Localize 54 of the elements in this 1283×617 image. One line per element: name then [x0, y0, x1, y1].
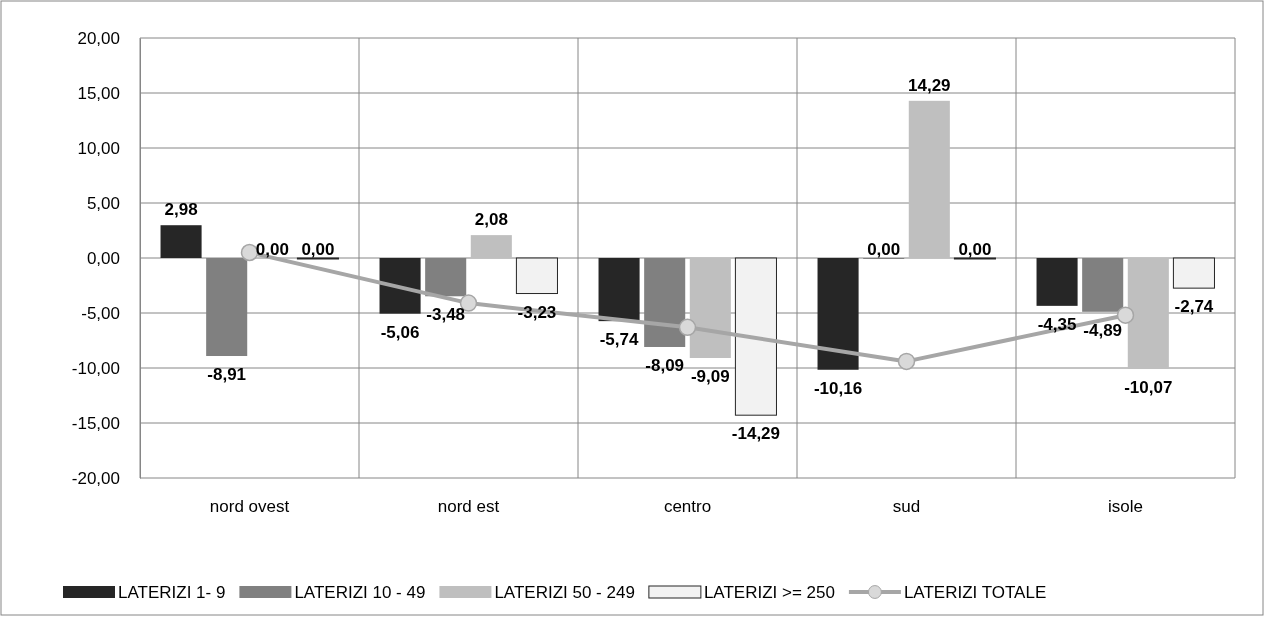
data-label: 2,08: [474, 210, 508, 230]
bar: [515, 257, 558, 295]
y-tick-label: 15,00: [77, 83, 120, 103]
bar: [908, 100, 950, 258]
data-label: -8,91: [207, 365, 247, 385]
bar: [689, 258, 731, 358]
y-tick-label: -10,00: [71, 358, 120, 378]
data-label: -10,16: [813, 378, 863, 398]
bar: [470, 235, 512, 258]
point: [897, 352, 916, 371]
x-tick-label: nord est: [437, 497, 500, 517]
y-tick-label: 20,00: [77, 28, 120, 48]
data-label: -4,35: [1037, 314, 1077, 334]
bar: [1127, 258, 1169, 369]
y-tick-label: 5,00: [86, 193, 120, 213]
data-label: 0,00: [867, 240, 901, 259]
bar: [734, 257, 777, 416]
data-label: -9,09: [690, 366, 730, 386]
data-label: -3,48: [426, 305, 466, 325]
point: [1116, 306, 1135, 324]
data-label: -14,29: [731, 424, 781, 444]
y-tick-label: 10,00: [77, 138, 120, 158]
data-label: -2,74: [1174, 297, 1214, 317]
legend-label: LATERIZI TOTALE: [903, 583, 1047, 602]
data-label: 14,29: [908, 75, 951, 95]
y-tick-label: -20,00: [71, 468, 120, 488]
bar: [598, 258, 640, 322]
legend-label: LATERIZI 10 - 49: [294, 583, 426, 602]
bar: [160, 225, 202, 258]
x-tick-label: isole: [1108, 497, 1143, 517]
y-tick-label: -15,00: [71, 413, 120, 433]
bar: [817, 258, 859, 370]
data-label: -10,07: [1124, 377, 1173, 397]
bar: [1172, 257, 1215, 289]
y-tick-label: -5,00: [81, 303, 120, 323]
data-label: -4,89: [1083, 320, 1123, 340]
x-tick-label: nord ovest: [209, 497, 290, 517]
bar: [379, 258, 421, 314]
point: [678, 318, 697, 337]
data-label: -8,09: [645, 355, 685, 375]
legend-label: LATERIZI >= 250: [703, 583, 835, 602]
legend-label: LATERIZI 1- 9: [118, 583, 226, 602]
legend-label: LATERIZI 50 - 249: [494, 583, 635, 602]
y-tick-label: 0,00: [86, 248, 120, 268]
x-tick-label: sud: [892, 497, 921, 517]
data-label: 0,00: [301, 240, 335, 259]
data-label: 0,00: [255, 240, 289, 259]
data-label: 0,00: [958, 240, 992, 259]
x-tick-label: centro: [663, 497, 712, 517]
data-label: -5,74: [599, 330, 639, 350]
data-label: -5,06: [380, 322, 420, 342]
bar: [1036, 258, 1078, 306]
data-label: -3,23: [517, 302, 557, 322]
data-label: 2,98: [164, 200, 198, 220]
